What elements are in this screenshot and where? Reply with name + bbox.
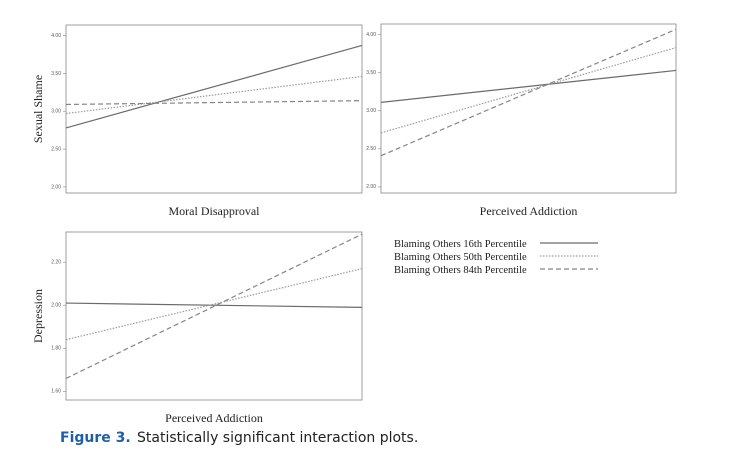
y-tick-label: 1.80 (51, 346, 61, 352)
legend-label: Blaming Others 50th Percentile (394, 252, 527, 263)
series-line (380, 28, 677, 157)
plot-frame (380, 23, 677, 194)
series-line (380, 69, 677, 104)
legend-label: Blaming Others 16th Percentile (394, 239, 527, 250)
y-tick-label: 2.00 (51, 303, 61, 309)
y-tick-label: 3.00 (51, 109, 61, 115)
x-axis-label: Moral Disapproval (169, 204, 261, 218)
y-axis-label: Sexual Shame (31, 75, 45, 143)
y-tick-label: 3.50 (366, 70, 376, 76)
y-tick-label: 2.50 (366, 146, 376, 152)
caption-label: Figure 3. (60, 430, 131, 446)
y-tick-label: 3.50 (51, 71, 61, 77)
y-tick-label: 2.00 (51, 184, 61, 190)
y-axis-label: Depression (31, 289, 45, 343)
series-line (65, 100, 363, 106)
series-line (65, 75, 363, 115)
y-tick-label: 3.00 (366, 108, 376, 114)
series-line (380, 47, 677, 134)
series-line (65, 233, 363, 380)
x-axis-label: Perceived Addiction (480, 204, 578, 218)
series-line (65, 44, 363, 129)
y-tick-label: 2.00 (366, 184, 376, 190)
legend-label: Blaming Others 84th Percentile (394, 265, 527, 276)
plot-frame (65, 231, 363, 401)
x-axis-label: Perceived Addiction (165, 411, 263, 425)
plot-frame (65, 24, 363, 194)
y-tick-label: 2.20 (51, 259, 61, 265)
caption-text: Statistically significant interaction pl… (137, 430, 418, 446)
series-line (65, 302, 363, 308)
y-tick-label: 4.00 (366, 32, 376, 38)
y-tick-label: 2.50 (51, 146, 61, 152)
y-tick-label: 4.00 (51, 33, 61, 39)
y-tick-label: 1.60 (51, 389, 61, 395)
